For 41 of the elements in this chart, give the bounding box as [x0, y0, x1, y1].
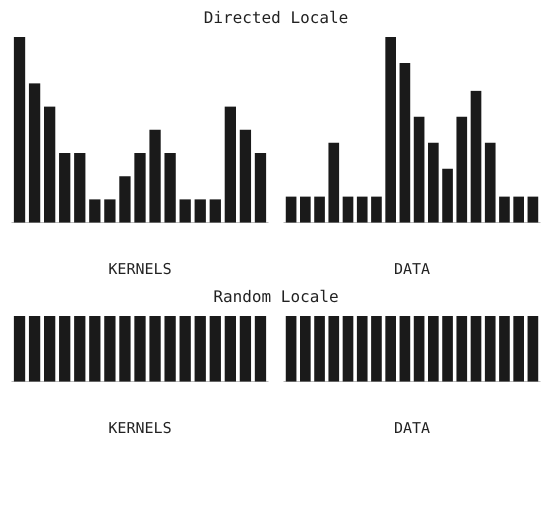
bar: [371, 196, 382, 223]
bar: [89, 199, 100, 223]
bar: [484, 142, 496, 223]
bar: [456, 116, 468, 223]
bar: [314, 196, 325, 223]
bar: [210, 199, 221, 223]
bar: [328, 142, 340, 223]
bar: [356, 196, 368, 223]
bar: [104, 199, 116, 223]
x-axis-title: KERNELS: [108, 260, 172, 278]
bar: [180, 199, 191, 223]
bar: [14, 37, 26, 223]
x-axis-title: DATA: [394, 260, 430, 278]
chart-title: Directed Locale: [202, 8, 350, 27]
bar: [428, 142, 439, 223]
bar: [499, 196, 510, 223]
bar: [28, 83, 40, 223]
bar: [59, 153, 70, 223]
bar: [442, 168, 453, 223]
bar: [385, 37, 396, 223]
bar: [254, 153, 266, 223]
bar: [400, 62, 410, 223]
bar: [470, 90, 482, 223]
bar: [224, 106, 236, 223]
bar: [164, 153, 176, 223]
bar: [240, 130, 252, 223]
bar: [528, 196, 538, 223]
bar: [300, 196, 311, 223]
bar: [342, 196, 354, 223]
bar: [149, 130, 161, 223]
bar: [286, 196, 296, 223]
bar: [513, 196, 524, 223]
bar: [74, 153, 86, 223]
bar: [414, 116, 424, 223]
bar: [119, 176, 131, 223]
bar: [44, 106, 56, 223]
chart-title: Random Locale: [212, 287, 340, 306]
x-axis-title: KERNELS: [108, 418, 172, 437]
x-axis-title: DATA: [394, 418, 430, 437]
bar: [134, 153, 146, 223]
bar: [194, 199, 206, 223]
